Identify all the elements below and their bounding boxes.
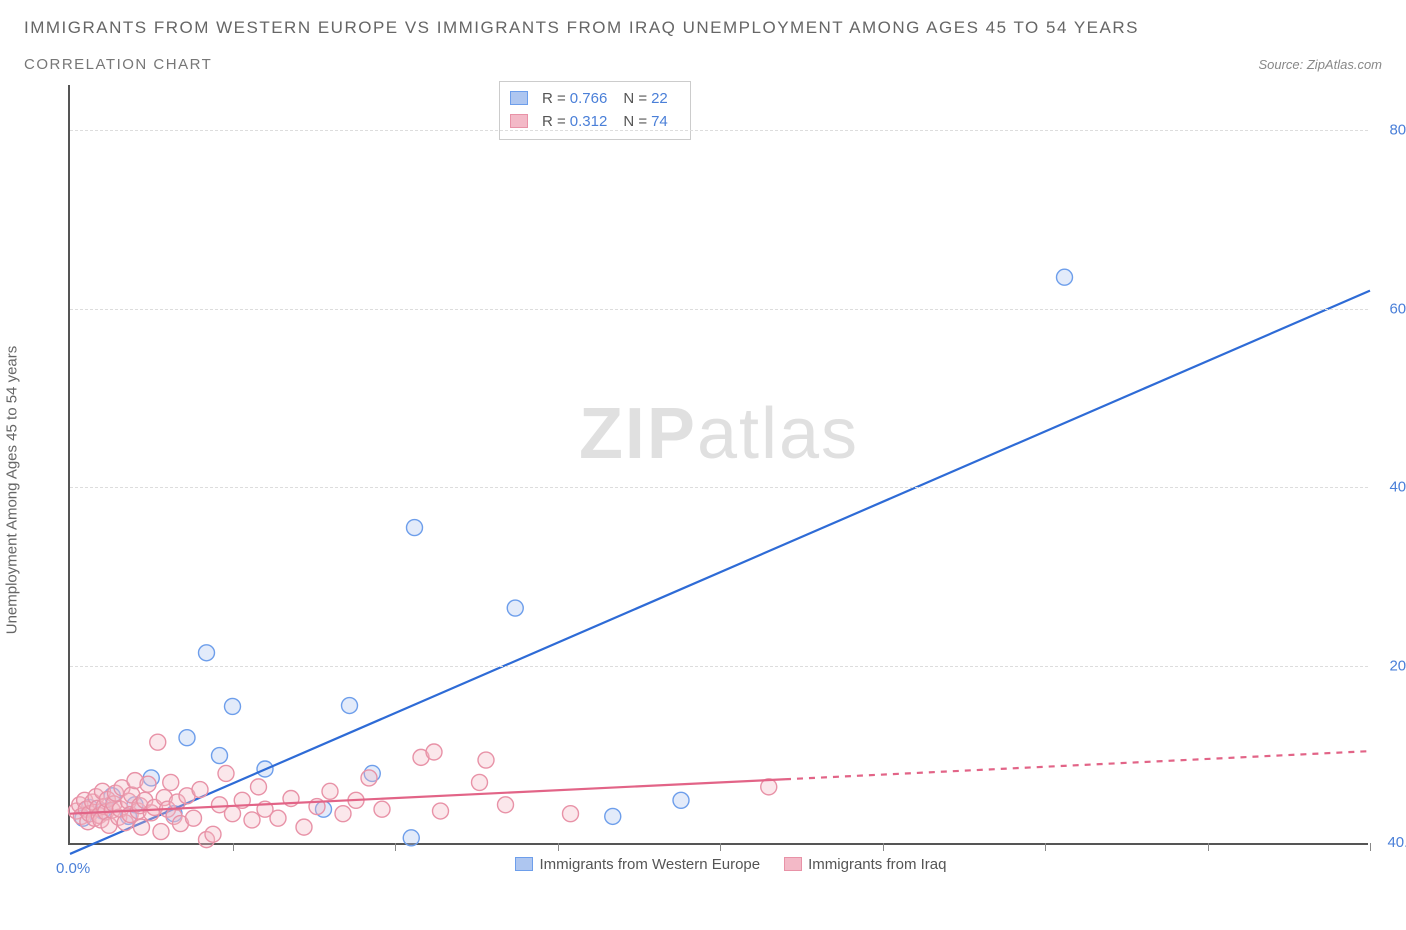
data-point xyxy=(478,752,494,768)
y-tick-label: 60.0% xyxy=(1376,300,1406,317)
y-tick-label: 80.0% xyxy=(1376,121,1406,138)
data-point xyxy=(270,810,286,826)
data-point xyxy=(403,830,419,846)
data-point xyxy=(335,806,351,822)
legend-swatch xyxy=(510,91,528,105)
data-point xyxy=(507,600,523,616)
data-point xyxy=(179,730,195,746)
gridline xyxy=(70,130,1368,131)
data-point xyxy=(361,770,377,786)
x-tick xyxy=(233,843,234,851)
x-tick xyxy=(395,843,396,851)
data-point xyxy=(342,698,358,714)
sub-row: CORRELATION CHART Source: ZipAtlas.com xyxy=(24,56,1382,73)
chart-title: IMMIGRANTS FROM WESTERN EUROPE VS IMMIGR… xyxy=(24,18,1382,38)
data-point xyxy=(205,826,221,842)
data-point xyxy=(296,819,312,835)
plot-region: ZIPatlas R =0.766N =22R =0.312N =74 Immi… xyxy=(68,85,1368,845)
x-tick xyxy=(720,843,721,851)
chart-area: Unemployment Among Ages 45 to 54 years Z… xyxy=(24,85,1382,895)
data-point xyxy=(153,824,169,840)
x-tick xyxy=(558,843,559,851)
regression-line-extrapolated xyxy=(785,751,1370,779)
gridline xyxy=(70,309,1368,310)
stat-r-label: R = xyxy=(542,90,566,107)
gridline xyxy=(70,487,1368,488)
legend-swatch xyxy=(515,857,533,871)
data-point xyxy=(433,803,449,819)
gridline xyxy=(70,666,1368,667)
legend: Immigrants from Western Europe Immigrants… xyxy=(70,856,1368,873)
data-point xyxy=(498,797,514,813)
data-point xyxy=(225,698,241,714)
data-point xyxy=(150,734,166,750)
legend-label: Immigrants from Iraq xyxy=(808,856,946,873)
data-point xyxy=(218,765,234,781)
stat-r-label: R = xyxy=(542,113,566,130)
legend-swatch xyxy=(784,857,802,871)
x-tick-label-max: 40.0% xyxy=(1387,834,1406,851)
stat-r-value: 0.312 xyxy=(570,113,608,130)
x-tick xyxy=(1045,843,1046,851)
correlation-stats-box: R =0.766 N =22 R =0.312 N =74 xyxy=(499,81,691,140)
x-tick xyxy=(1208,843,1209,851)
stat-r-value: 0.766 xyxy=(570,90,608,107)
plot-svg xyxy=(70,85,1370,845)
data-point xyxy=(374,801,390,817)
x-tick-label-min: 0.0% xyxy=(56,860,90,877)
legend-swatch xyxy=(510,114,528,128)
data-point xyxy=(563,806,579,822)
data-point xyxy=(426,744,442,760)
data-point xyxy=(134,819,150,835)
stat-n-value: 74 xyxy=(651,113,668,130)
data-point xyxy=(186,810,202,826)
data-point xyxy=(322,783,338,799)
data-point xyxy=(1057,269,1073,285)
y-tick-label: 20.0% xyxy=(1376,658,1406,675)
y-tick-label: 40.0% xyxy=(1376,479,1406,496)
chart-subtitle: CORRELATION CHART xyxy=(24,56,212,73)
data-point xyxy=(673,792,689,808)
data-point xyxy=(199,645,215,661)
legend-label: Immigrants from Western Europe xyxy=(539,856,760,873)
regression-line xyxy=(70,291,1370,854)
data-point xyxy=(251,779,267,795)
data-point xyxy=(212,748,228,764)
data-point xyxy=(140,776,156,792)
data-point xyxy=(407,520,423,536)
stat-row: R =0.766 N =22 xyxy=(510,88,680,111)
stat-n-label: N = xyxy=(623,90,647,107)
data-point xyxy=(605,808,621,824)
chart-header: IMMIGRANTS FROM WESTERN EUROPE VS IMMIGR… xyxy=(0,0,1406,73)
x-tick xyxy=(883,843,884,851)
data-point xyxy=(244,812,260,828)
stat-n-value: 22 xyxy=(651,90,668,107)
data-point xyxy=(192,782,208,798)
data-point xyxy=(225,806,241,822)
y-axis-label: Unemployment Among Ages 45 to 54 years xyxy=(4,346,21,635)
source-label: Source: ZipAtlas.com xyxy=(1258,57,1382,72)
stat-n-label: N = xyxy=(623,113,647,130)
data-point xyxy=(163,774,179,790)
x-tick xyxy=(1370,843,1371,851)
data-point xyxy=(472,774,488,790)
